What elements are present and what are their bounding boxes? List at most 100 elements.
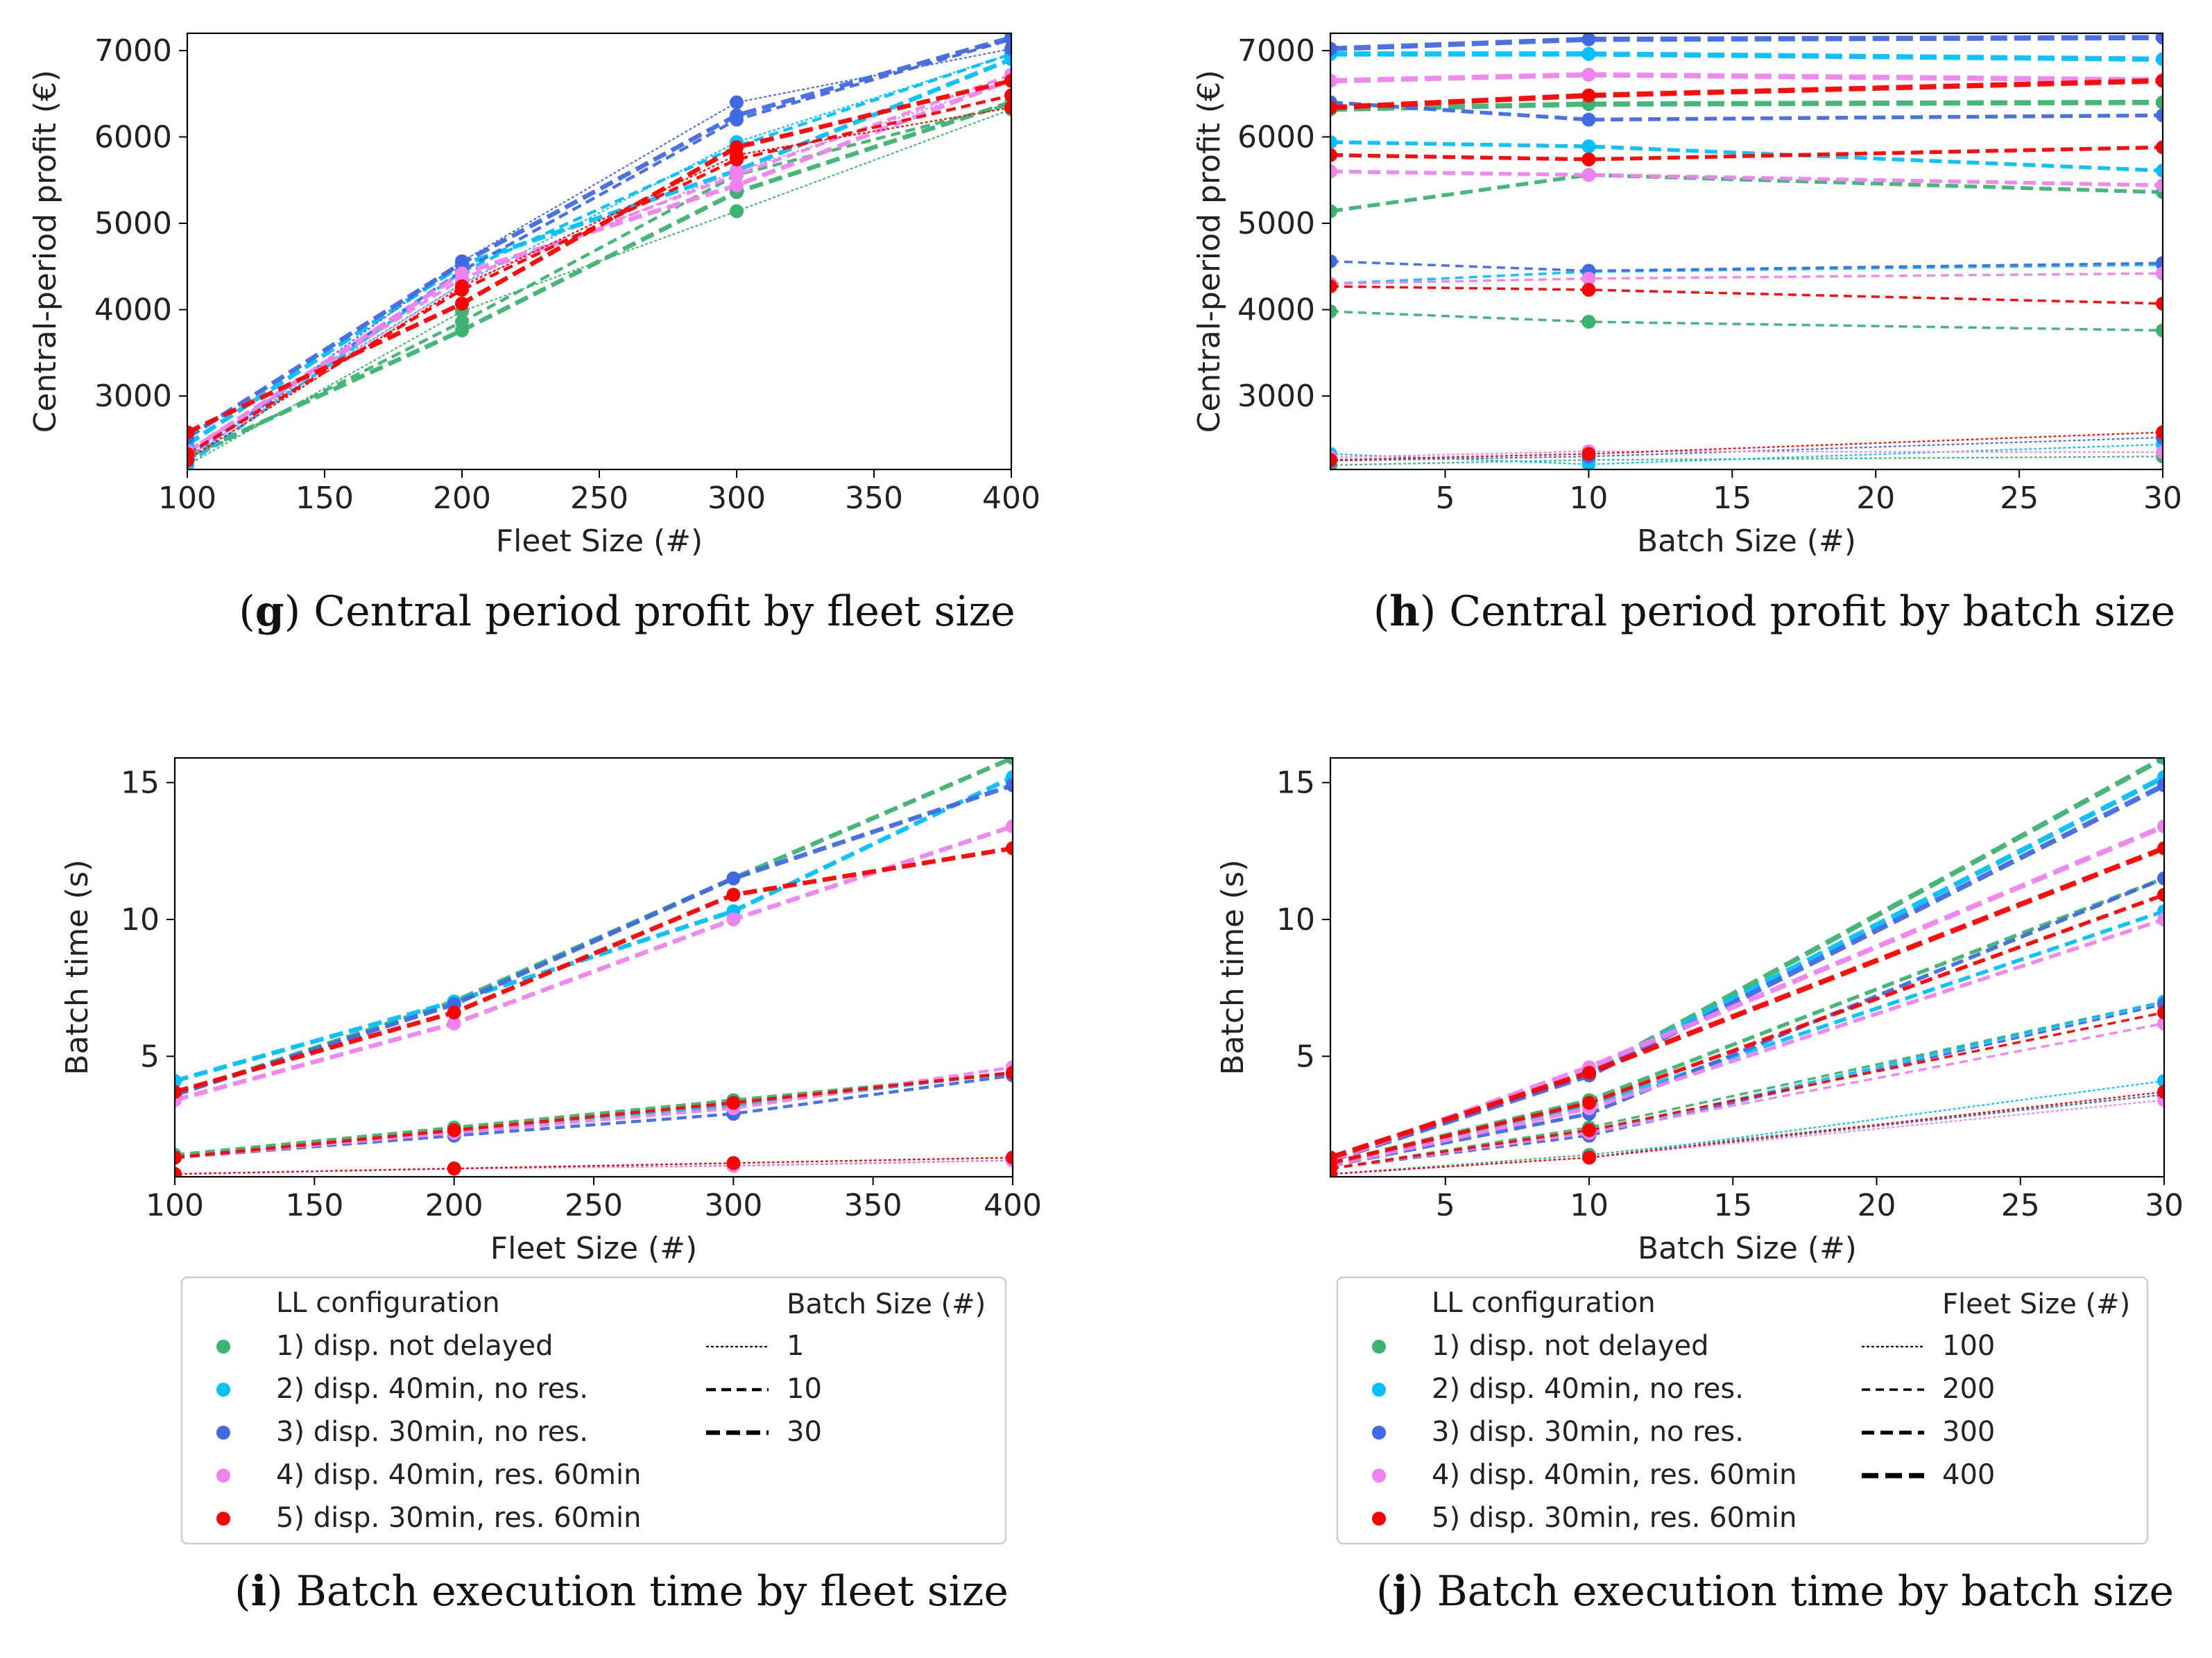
data-point <box>2157 1016 2164 1030</box>
data-point <box>2156 33 2163 45</box>
x-tick-label: 100 <box>146 1188 204 1223</box>
x-tick-label: 300 <box>704 1188 762 1223</box>
data-point <box>730 152 744 166</box>
x-tick-label: 150 <box>295 481 354 516</box>
legend-marker <box>1372 1340 1386 1354</box>
data-point <box>726 888 741 902</box>
data-point <box>2156 52 2163 67</box>
legend-entry-config4: 4) disp. 40min, res. 60min <box>1432 1459 1797 1491</box>
legend-marker <box>216 1469 230 1483</box>
x-tick-label: 20 <box>1856 481 1895 516</box>
data-point <box>2156 164 2163 178</box>
data-point <box>2157 758 2164 765</box>
caption-paren-close: ) <box>1420 587 1449 636</box>
y-tick-label: 4000 <box>94 293 172 328</box>
chart-i: 100 150 200 250 300 350 400 5 10 15 Fleet Size (#)… <box>60 757 1042 1616</box>
data-point <box>726 871 741 886</box>
data-point <box>455 323 469 338</box>
data-point <box>2156 74 2163 88</box>
panel-caption: (i) Batch execution time by fleet size <box>234 1567 1009 1616</box>
series-line-config1-100 <box>1330 456 2163 466</box>
legend-entry-config2: 2) disp. 40min, no res. <box>1432 1373 1744 1405</box>
data-point <box>1581 88 1596 103</box>
data-point <box>1330 42 1337 56</box>
data-point <box>1330 304 1337 319</box>
data-point <box>2157 1085 2164 1099</box>
series-line-config4-30 <box>187 78 1011 454</box>
data-point <box>1330 148 1337 162</box>
data-point <box>2157 1073 2164 1088</box>
data-point <box>2157 819 2164 834</box>
legend-entry-config1: 1) disp. not delayed <box>1432 1330 1708 1362</box>
data-point <box>730 178 744 193</box>
data-point <box>2157 1005 2164 1020</box>
series-line-config4-100 <box>1330 450 2163 458</box>
series-line-config4-1 <box>175 1159 1013 1175</box>
caption-letter: j <box>1389 1567 1407 1616</box>
series-line-config3-400 <box>1330 35 2163 52</box>
data-point <box>1004 74 1011 88</box>
y-axis-label: Central-period profit (€) <box>28 70 63 433</box>
data-point <box>1581 33 1596 46</box>
data-point <box>2156 323 2163 338</box>
series-line-config3-200 <box>1330 260 2163 273</box>
x-tick-label: 350 <box>844 1188 902 1223</box>
x-tick-label: 15 <box>1713 1188 1752 1223</box>
data-point <box>1581 152 1596 166</box>
x-tick-label: 100 <box>158 481 216 516</box>
data-point <box>1006 841 1013 856</box>
caption-paren-open: ( <box>1373 587 1389 636</box>
data-point <box>726 1096 741 1110</box>
data-point <box>1581 112 1596 127</box>
data-point <box>447 1123 461 1137</box>
data-point <box>1330 204 1337 218</box>
caption-paren-close: ) <box>266 1567 295 1616</box>
x-tick-label: 5 <box>1436 481 1455 516</box>
data-point <box>1581 282 1596 297</box>
legend-box <box>1336 1276 2149 1545</box>
data-point <box>730 95 744 110</box>
series-line-config3-1 <box>187 48 1011 462</box>
y-tick-label: 6000 <box>94 119 172 155</box>
legend-marker <box>216 1340 230 1354</box>
y-axis-label: Batch time (s) <box>60 859 95 1075</box>
legend-i: LL configuration Batch Size (#) 1) disp. n… <box>180 1276 1007 1545</box>
legend-entry-style: 100 <box>1942 1330 1995 1362</box>
legend-marker <box>216 1512 230 1526</box>
series-line-config3-100 <box>1330 1094 2164 1175</box>
caption-text: Central period profit by fleet size <box>314 587 1015 636</box>
data-point <box>730 140 744 155</box>
series-line-config1-200 <box>1330 310 2163 332</box>
caption-paren-close: ) <box>284 587 314 636</box>
series-line-config2-30 <box>187 57 1011 447</box>
x-axis-label: Fleet Size (#) <box>490 1231 697 1266</box>
data-point <box>1006 1065 1013 1080</box>
panel-caption: (j) Batch execution time by batch size <box>1376 1567 2174 1616</box>
x-tick-label: 350 <box>845 481 903 516</box>
y-tick-label: 5 <box>140 1039 160 1074</box>
data-point <box>1582 1123 1597 1137</box>
data-point <box>447 1016 461 1030</box>
series-line-config3-300 <box>1330 100 2163 122</box>
panel-caption: (g) Central period profit by fleet size <box>239 587 1015 636</box>
legend-entry-style: 10 <box>787 1373 822 1405</box>
series-line-config1-1 <box>187 108 1011 466</box>
data-point <box>1006 758 1013 765</box>
series-group <box>1330 758 2164 1177</box>
data-point <box>1581 139 1596 154</box>
legend-entry-config3: 3) disp. 30min, no res. <box>276 1416 588 1448</box>
data-point <box>455 282 469 297</box>
series-line-config5-1 <box>187 107 1011 461</box>
legend-title-style: Fleet Size (#) <box>1942 1288 2130 1320</box>
data-point <box>1330 101 1337 115</box>
series-line-config3-30 <box>187 35 1011 440</box>
data-point <box>730 108 744 123</box>
data-point <box>187 447 194 461</box>
data-point <box>175 1085 182 1099</box>
data-point <box>2157 841 2164 856</box>
legend-marker <box>1372 1469 1386 1483</box>
data-point <box>455 266 469 281</box>
series-line-config2-30 <box>175 775 1013 1083</box>
caption-letter: h <box>1389 587 1420 636</box>
legend-entry-style: 30 <box>787 1416 822 1448</box>
